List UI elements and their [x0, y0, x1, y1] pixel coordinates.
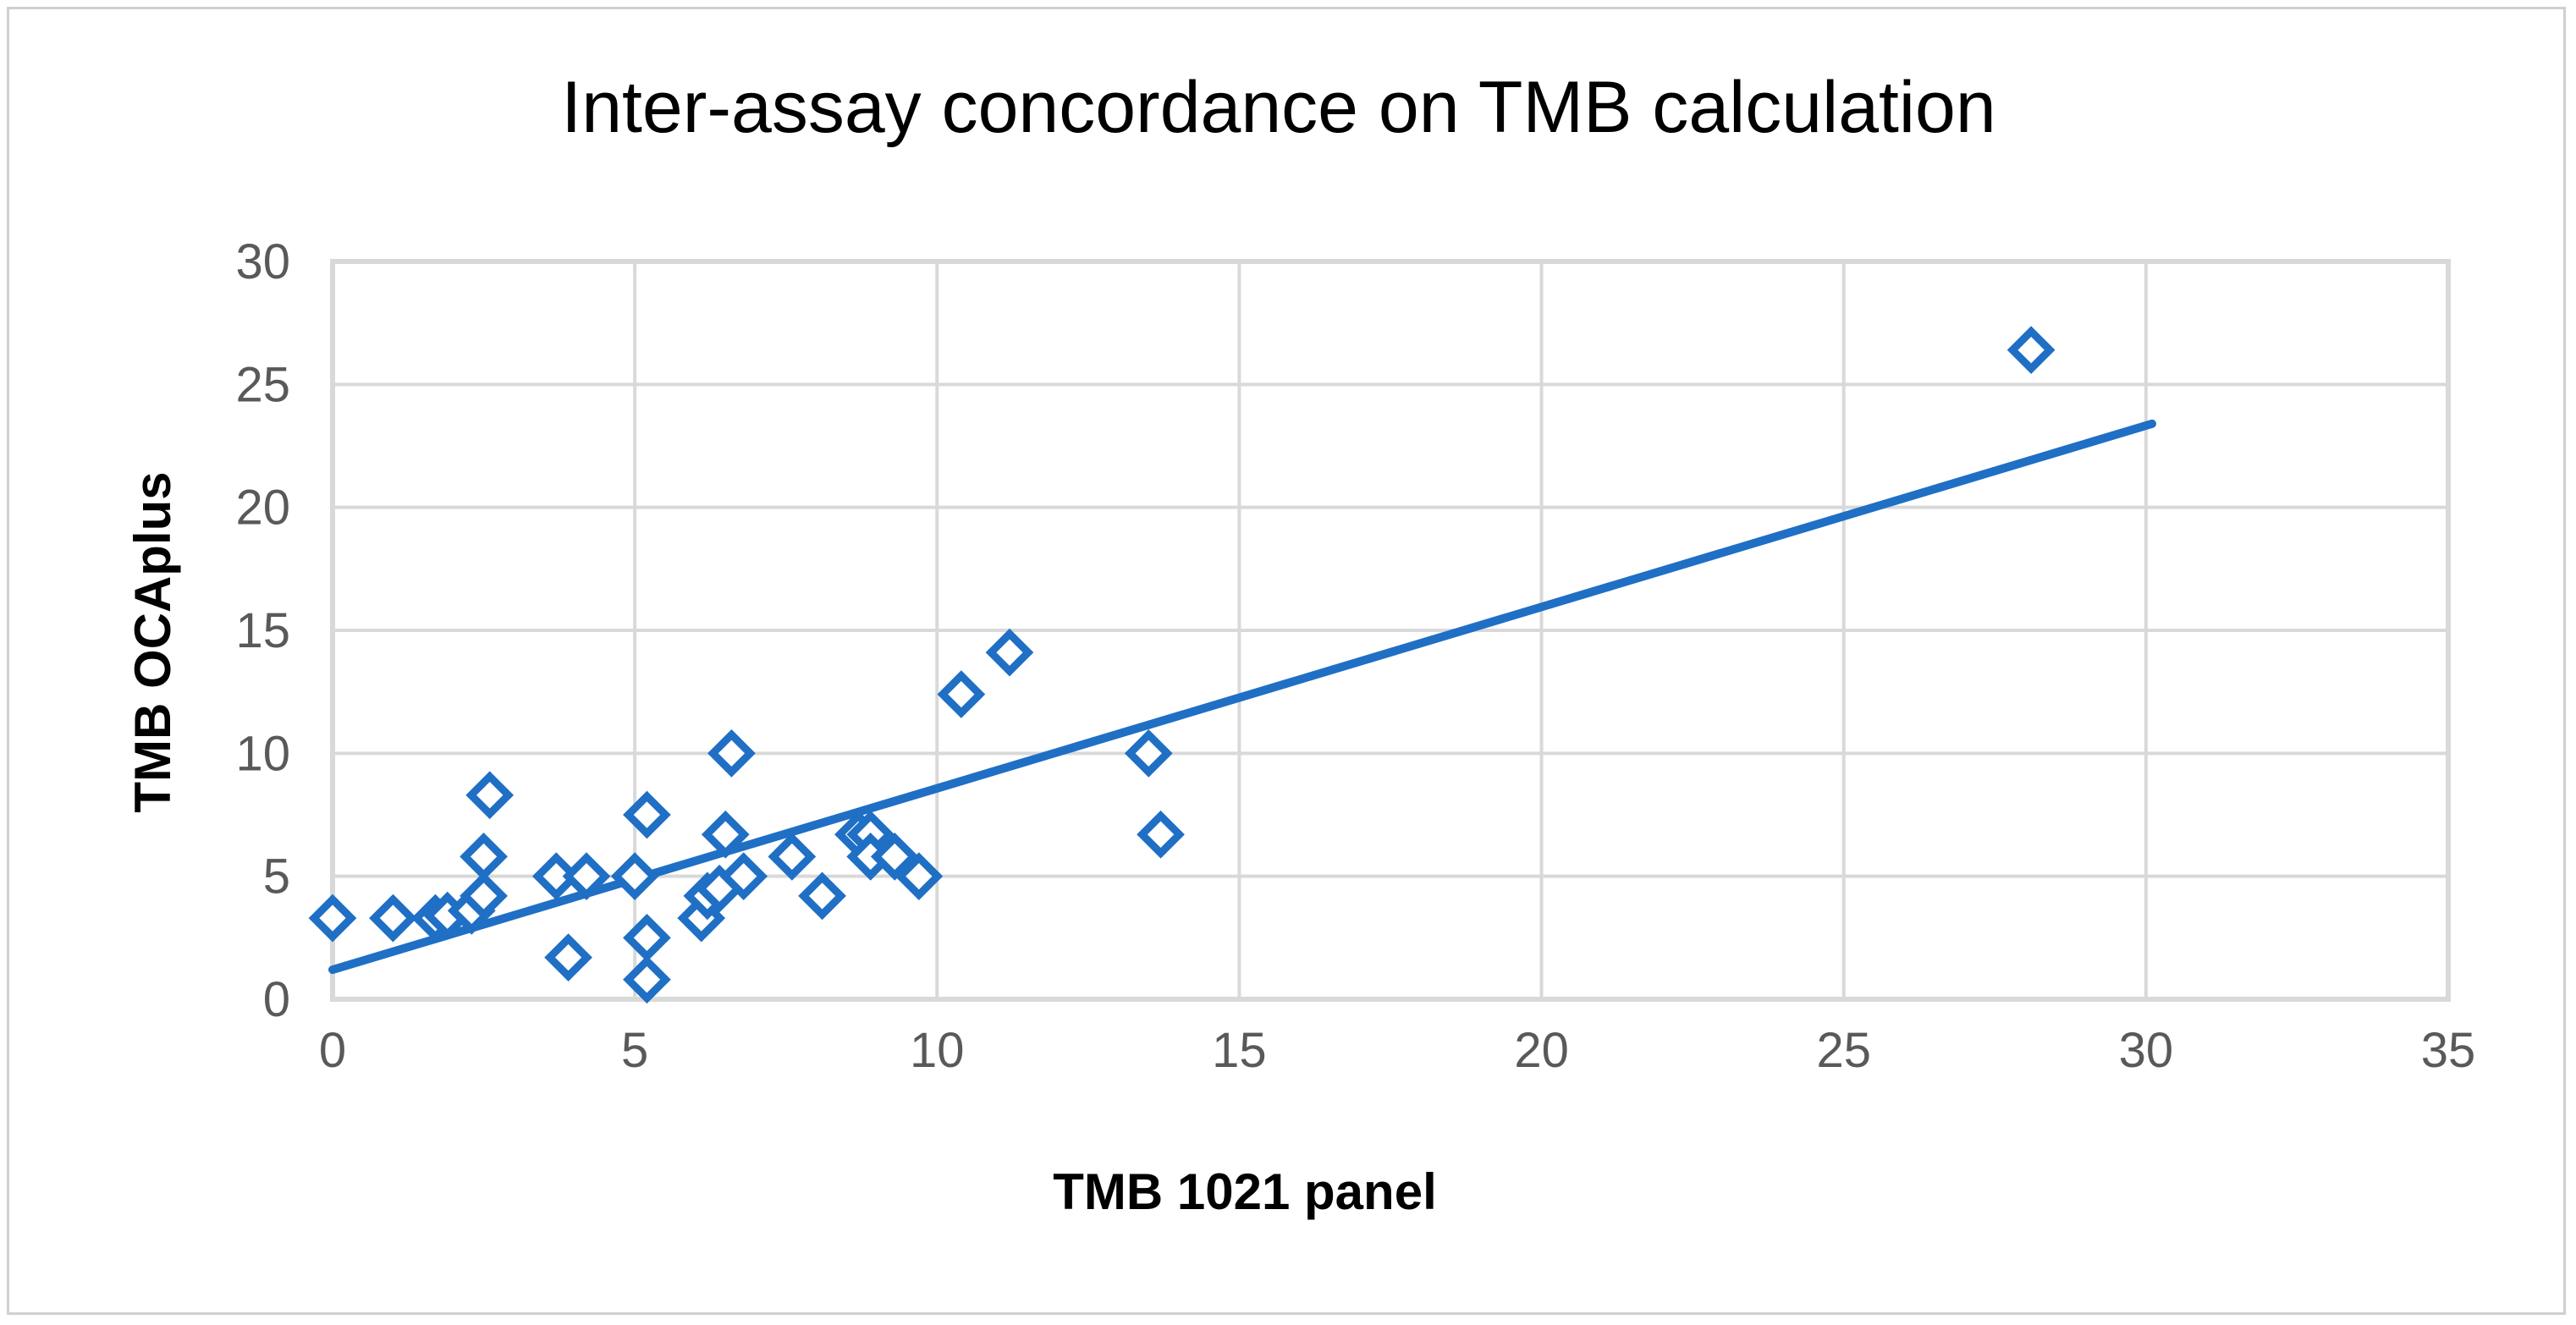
chart-canvas: Inter-assay concordance on TMB calculati…	[124, 67, 2475, 1220]
x-tick-label: 15	[1212, 1023, 1267, 1078]
x-tick-label: 35	[2421, 1023, 2476, 1078]
y-tick-label: 15	[235, 603, 290, 658]
chart-title: Inter-assay concordance on TMB calculati…	[561, 67, 1995, 148]
data-point	[610, 852, 659, 901]
data-point	[719, 852, 768, 901]
x-tick-label: 25	[1816, 1023, 1871, 1078]
data-point	[623, 955, 671, 1004]
x-tick-label: 10	[910, 1023, 965, 1078]
data-point	[2006, 326, 2056, 375]
y-tick-label: 10	[235, 726, 290, 781]
data-point	[562, 852, 611, 901]
x-tick-label: 5	[621, 1023, 648, 1078]
chart-frame: Inter-assay concordance on TMB calculati…	[7, 7, 2566, 1315]
data-point	[1137, 810, 1185, 859]
data-point	[308, 893, 357, 943]
data-point	[937, 670, 986, 718]
x-tick-label: 30	[2119, 1023, 2174, 1078]
x-tick-label: 20	[1514, 1023, 1569, 1078]
trendline-layer	[328, 419, 2156, 975]
trendline	[328, 419, 2156, 975]
data-point	[1124, 728, 1173, 778]
data-point	[707, 728, 756, 778]
data-point	[544, 933, 592, 981]
grid-layer	[333, 261, 2448, 999]
data-point	[870, 833, 919, 881]
plot-area-border	[330, 259, 2451, 1002]
tick-label-layer: 0 5 10 15 20 25 30 35 0 5 10 15 20 25 30	[235, 234, 2475, 1078]
y-axis-title: TMB OCAplus	[124, 471, 181, 812]
data-point	[531, 852, 581, 901]
y-tick-label: 30	[235, 234, 290, 289]
data-point	[460, 871, 508, 921]
data-point	[465, 771, 515, 820]
data-point	[701, 810, 750, 859]
data-point	[894, 852, 944, 901]
data-point	[369, 893, 417, 943]
y-tick-label: 0	[263, 972, 290, 1027]
data-point	[623, 790, 671, 839]
y-tick-label: 20	[235, 481, 290, 536]
data-point-layer	[308, 326, 2056, 1004]
x-axis-title: TMB 1021 panel	[1053, 1163, 1437, 1220]
data-point	[798, 871, 846, 921]
y-tick-label: 25	[235, 357, 290, 412]
y-tick-label: 5	[263, 849, 290, 904]
data-point	[985, 628, 1034, 677]
x-tick-label: 0	[319, 1023, 346, 1078]
data-point	[460, 833, 508, 881]
data-point	[768, 833, 817, 881]
